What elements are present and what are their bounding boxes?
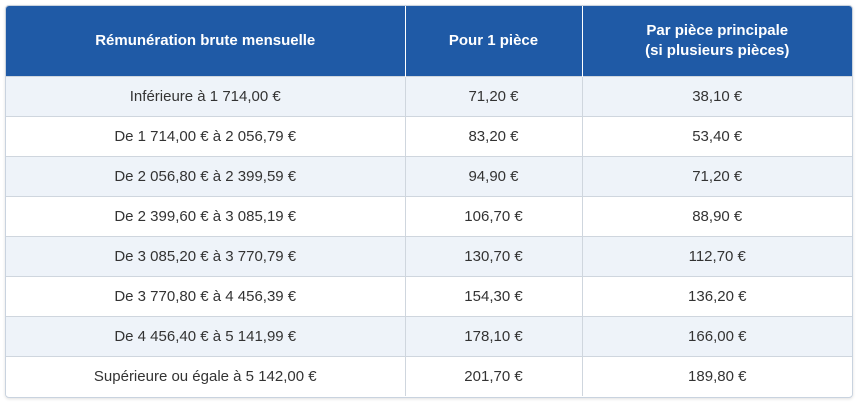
header-cell-one-piece: Pour 1 pièce bbox=[405, 6, 583, 76]
cell-one-piece: 154,30 € bbox=[405, 275, 583, 316]
cell-main-piece: 189,80 € bbox=[582, 355, 852, 396]
table-row: De 3 085,20 € à 3 770,79 € 130,70 € 112,… bbox=[6, 235, 852, 276]
cell-main-piece: 112,70 € bbox=[582, 235, 852, 276]
header-row: Rémunération brute mensuelle Pour 1 pièc… bbox=[6, 6, 852, 76]
salary-table-container: Rémunération brute mensuelle Pour 1 pièc… bbox=[5, 5, 853, 398]
cell-remuneration: Supérieure ou égale à 5 142,00 € bbox=[6, 355, 406, 396]
cell-one-piece: 130,70 € bbox=[405, 235, 583, 276]
cell-remuneration: De 3 770,80 € à 4 456,39 € bbox=[6, 275, 406, 316]
cell-remuneration: De 2 056,80 € à 2 399,59 € bbox=[6, 155, 406, 196]
table-row: De 2 399,60 € à 3 085,19 € 106,70 € 88,9… bbox=[6, 195, 852, 236]
cell-one-piece: 106,70 € bbox=[405, 195, 583, 236]
cell-remuneration: De 4 456,40 € à 5 141,99 € bbox=[6, 315, 406, 356]
header-cell-main-piece: Par pièce principale (si plusieurs pièce… bbox=[582, 6, 852, 76]
table-row: De 3 770,80 € à 4 456,39 € 154,30 € 136,… bbox=[6, 275, 852, 316]
cell-remuneration: Inférieure à 1 714,00 € bbox=[6, 75, 406, 116]
cell-one-piece: 94,90 € bbox=[405, 155, 583, 196]
cell-one-piece: 178,10 € bbox=[405, 315, 583, 356]
cell-remuneration: De 3 085,20 € à 3 770,79 € bbox=[6, 235, 406, 276]
table-row: De 2 056,80 € à 2 399,59 € 94,90 € 71,20… bbox=[6, 155, 852, 196]
header-subtext: (si plusieurs pièces) bbox=[645, 41, 790, 59]
cell-remuneration: De 1 714,00 € à 2 056,79 € bbox=[6, 115, 406, 156]
table-row: Inférieure à 1 714,00 € 71,20 € 38,10 € bbox=[6, 75, 852, 116]
table-row: De 4 456,40 € à 5 141,99 € 178,10 € 166,… bbox=[6, 315, 852, 356]
cell-main-piece: 88,90 € bbox=[582, 195, 852, 236]
cell-remuneration: De 2 399,60 € à 3 085,19 € bbox=[6, 195, 406, 236]
table-header: Rémunération brute mensuelle Pour 1 pièc… bbox=[6, 6, 852, 76]
cell-main-piece: 53,40 € bbox=[582, 115, 852, 156]
cell-one-piece: 201,70 € bbox=[405, 355, 583, 396]
cell-one-piece: 83,20 € bbox=[405, 115, 583, 156]
cell-main-piece: 166,00 € bbox=[582, 315, 852, 356]
header-text: Par pièce principale bbox=[646, 21, 789, 39]
header-cell-remuneration: Rémunération brute mensuelle bbox=[6, 6, 406, 76]
table-row: De 1 714,00 € à 2 056,79 € 83,20 € 53,40… bbox=[6, 115, 852, 156]
cell-one-piece: 71,20 € bbox=[405, 75, 583, 116]
header-text: Pour 1 pièce bbox=[448, 31, 539, 49]
table-row: Supérieure ou égale à 5 142,00 € 201,70 … bbox=[6, 355, 852, 396]
table-body: Inférieure à 1 714,00 € 71,20 € 38,10 € … bbox=[6, 75, 852, 396]
cell-main-piece: 38,10 € bbox=[582, 75, 852, 116]
cell-main-piece: 136,20 € bbox=[582, 275, 852, 316]
header-text: Rémunération brute mensuelle bbox=[95, 31, 316, 49]
cell-main-piece: 71,20 € bbox=[582, 155, 852, 196]
salary-table: Rémunération brute mensuelle Pour 1 pièc… bbox=[6, 6, 852, 396]
